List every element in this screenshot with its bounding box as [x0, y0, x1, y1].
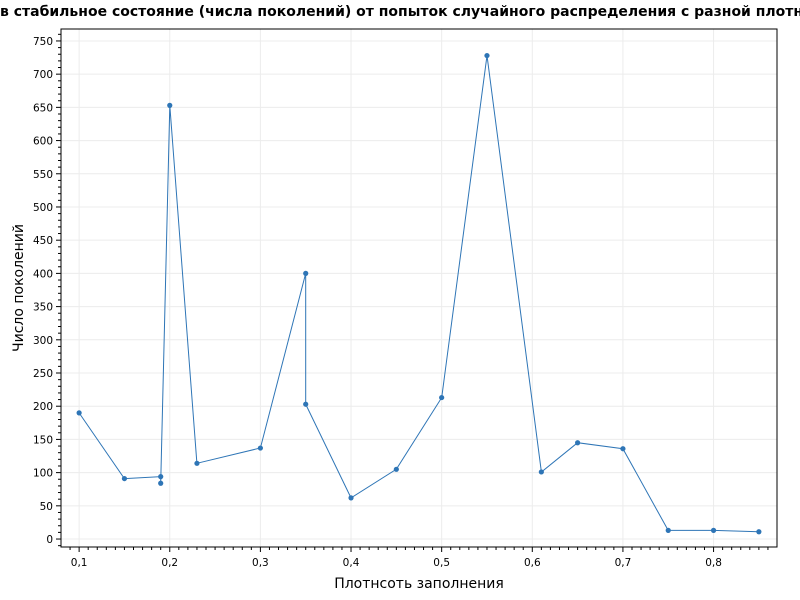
x-axis: 0,1 0,2 0,3 0,4 0,5 0,6 0,7 0,8: [69, 547, 769, 569]
y-tick-label: 450: [33, 235, 53, 247]
y-tick-label: 300: [33, 335, 53, 347]
y-tick-label: 500: [33, 202, 53, 214]
data-points: [76, 52, 762, 535]
y-tick-label: 250: [33, 368, 53, 380]
x-tick-label: 0,4: [343, 557, 360, 569]
data-point: [303, 401, 309, 407]
x-tick-label: 0,1: [71, 557, 88, 569]
plot-frame: [60, 28, 778, 548]
data-point: [484, 52, 490, 59]
data-point: [348, 495, 354, 501]
y-tick-label: 700: [33, 69, 53, 81]
y-tick-label: 600: [33, 136, 53, 148]
x-axis-title: Плотнсоть заполнения: [334, 576, 504, 592]
y-tick-label: 0: [46, 534, 53, 546]
data-point: [158, 480, 164, 486]
data-point: [167, 102, 173, 108]
y-tick-label: 350: [33, 302, 53, 314]
data-point: [121, 475, 128, 482]
data-point: [665, 527, 671, 533]
y-axis-title: Число поколений: [11, 224, 27, 352]
y-tick-label: 200: [33, 401, 53, 413]
data-point: [575, 440, 581, 446]
y-axis: 0 50 100 150 200 250 300 350 400 450 500 550 600 650 7…: [33, 33, 61, 547]
x-tick-label: 0,3: [252, 557, 269, 569]
series-line: [78, 55, 759, 533]
data-point: [620, 446, 626, 452]
data-point: [393, 466, 399, 472]
x-tick-label: 0,6: [524, 557, 541, 569]
x-tick-label: 0,5: [433, 557, 450, 569]
x-tick-label: 0,7: [615, 557, 632, 569]
data-point: [158, 474, 164, 480]
data-point: [194, 460, 200, 466]
y-tick-label: 750: [33, 36, 53, 48]
y-tick-label: 50: [40, 501, 53, 513]
data-point: [756, 529, 762, 535]
data-point: [257, 445, 263, 451]
x-tick-label: 0,8: [705, 557, 722, 569]
data-point: [76, 410, 82, 416]
data-point: [538, 469, 544, 475]
y-tick-label: 650: [33, 102, 53, 114]
y-tick-label: 400: [33, 268, 53, 280]
chart-title: в стабильное состояние (числа поколений)…: [0, 4, 800, 20]
y-tick-label: 550: [33, 169, 53, 181]
y-tick-label: 150: [33, 434, 53, 446]
data-point: [439, 394, 445, 401]
y-tick-label: 100: [33, 468, 53, 480]
data-point: [710, 527, 717, 533]
grid-lines: [61, 29, 777, 547]
data-point: [303, 270, 309, 276]
x-tick-label: 0,2: [161, 557, 178, 569]
